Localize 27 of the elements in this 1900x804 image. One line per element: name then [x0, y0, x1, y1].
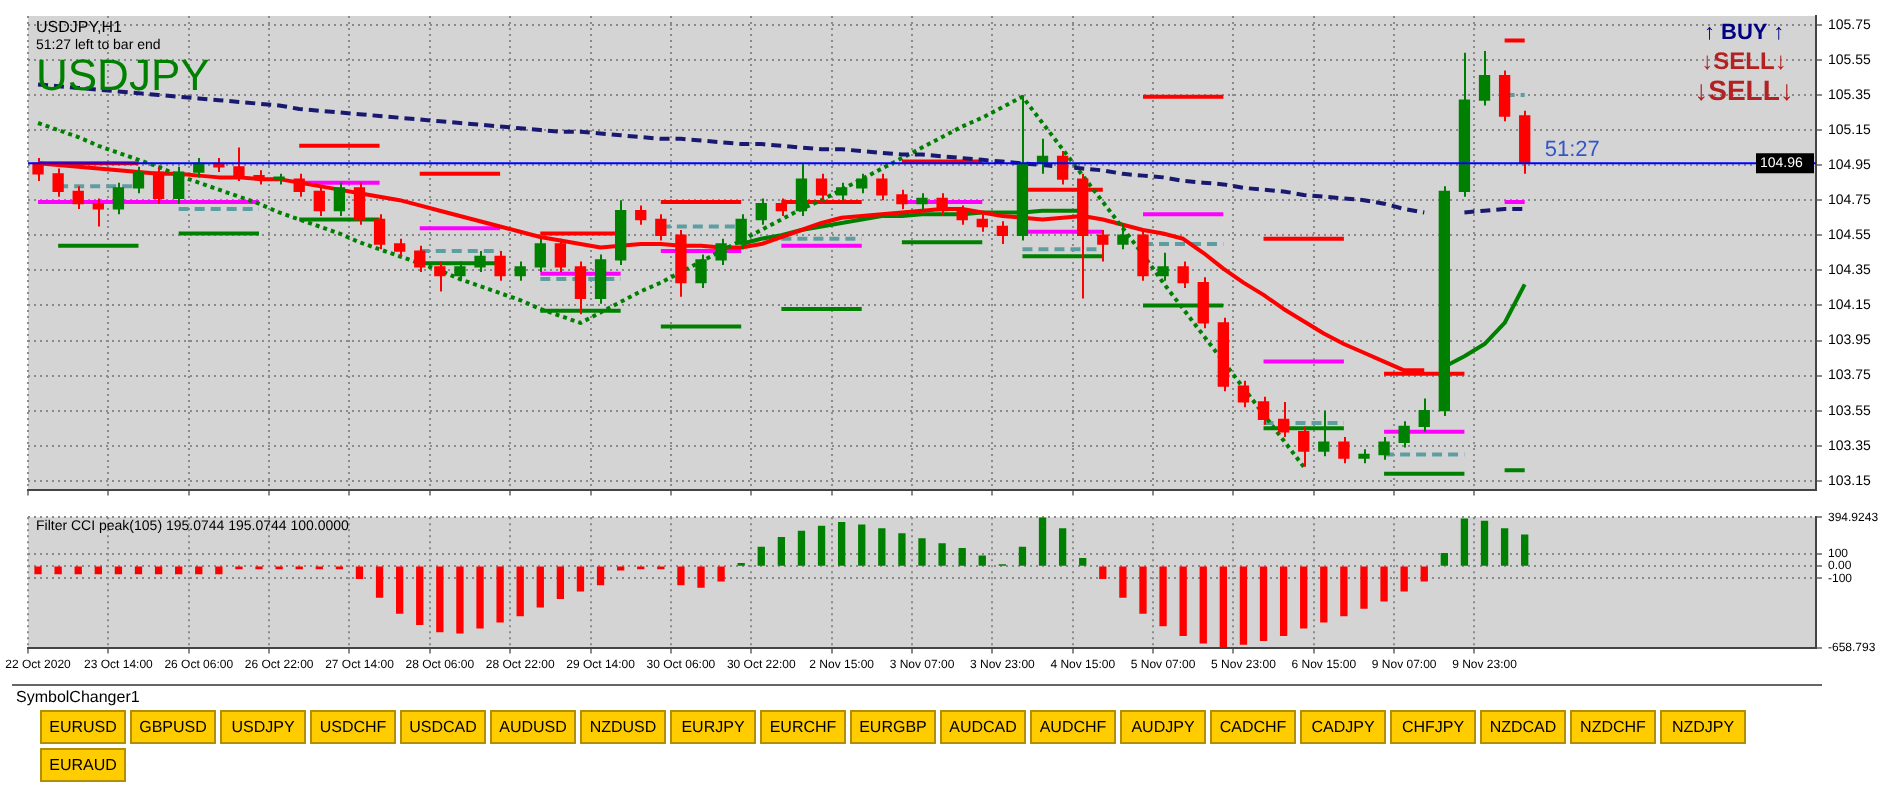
- text: CADJPY: [1300, 710, 1386, 744]
- text: CADCHF: [1210, 710, 1296, 744]
- text: EURJPY: [670, 710, 756, 744]
- text: EURGBP: [850, 710, 936, 744]
- annotation: USDJPY: [36, 50, 211, 101]
- text: NZDUSD: [580, 710, 666, 744]
- text: EURUSD: [40, 710, 126, 744]
- text: USDJPY: [220, 710, 306, 744]
- text: NZDCAD: [1480, 710, 1566, 744]
- text: AUDUSD: [490, 710, 576, 744]
- text: AUDCHF: [1030, 710, 1116, 744]
- text: SymbolChanger1: [16, 688, 142, 706]
- annotation: ↑ BUY ↑: [1703, 21, 1785, 46]
- annotation: 51:27: [1544, 138, 1600, 163]
- text: NZDJPY: [1660, 710, 1746, 744]
- text: AUDCAD: [940, 710, 1026, 744]
- annotation: ↓SELL↓: [1694, 73, 1794, 106]
- text: USDCAD: [400, 710, 486, 744]
- text: CHFJPY: [1390, 710, 1476, 744]
- annotation: ↓SELL↓: [1701, 46, 1787, 75]
- text: USDCHF: [310, 710, 396, 744]
- text: EURCHF: [760, 710, 846, 744]
- chart-title: USDJPY,H1: [36, 18, 124, 37]
- text: GBPUSD: [130, 710, 216, 744]
- text: AUDJPY: [1120, 710, 1206, 744]
- text: EURAUD: [40, 748, 126, 782]
- text: NZDCHF: [1570, 710, 1656, 744]
